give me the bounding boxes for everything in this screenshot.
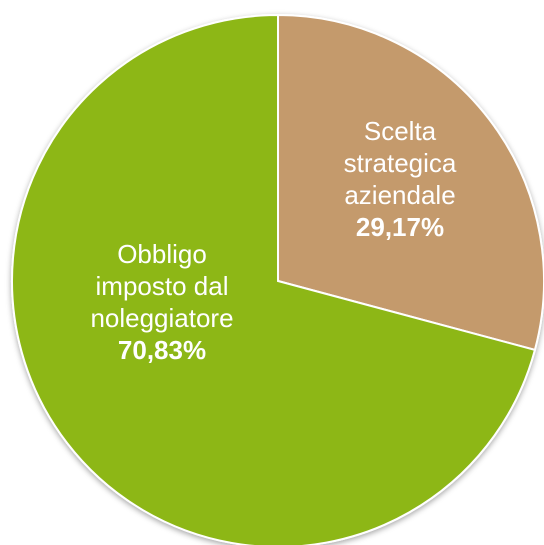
slice-label-line: Obbligo — [117, 239, 207, 269]
pie-slice-0 — [10, 13, 537, 545]
pie-labels: Obbligo imposto dal noleggiatore 70,83% Scel… — [90, 116, 456, 365]
slice-label-line: Scelta — [364, 116, 437, 146]
slice-value-label: 29,17% — [356, 212, 444, 242]
slice-label-line: imposto dal — [96, 271, 229, 301]
slice-label-0: Obbligo imposto dal noleggiatore 70,83% — [90, 239, 233, 365]
slice-label-line: noleggiatore — [90, 303, 233, 333]
slice-label-line: aziendale — [344, 180, 455, 210]
slice-label-1: Scelta strategica aziendale 29,17% — [344, 116, 457, 242]
slice-label-line: strategica — [344, 148, 457, 178]
slice-value-label: 70,83% — [118, 335, 206, 365]
pie-slices — [10, 13, 544, 545]
